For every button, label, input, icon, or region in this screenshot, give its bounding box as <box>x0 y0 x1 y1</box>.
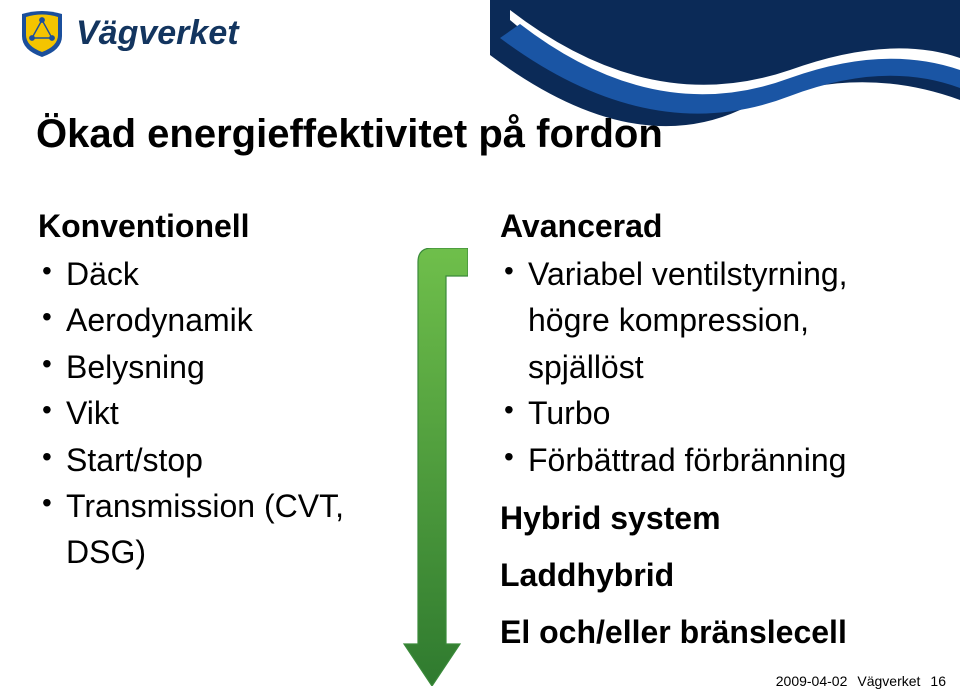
left-list: Däck Aerodynamik Belysning Vikt Start/st… <box>38 251 378 576</box>
list-item: Belysning <box>38 344 378 390</box>
shield-icon <box>18 8 66 58</box>
footer-page: 16 <box>930 673 946 689</box>
list-item: Variabel ventilstyrning, högre kompressi… <box>500 251 920 390</box>
sub-heading: El och/eller bränslecell <box>500 611 920 654</box>
org-name: Vägverket <box>76 14 239 53</box>
right-list: Variabel ventilstyrning, högre kompressi… <box>500 251 920 483</box>
right-heading: Avancerad <box>500 208 920 245</box>
slide-title: Ökad energieffektivitet på fordon <box>36 112 663 157</box>
footer-org: Vägverket <box>857 673 920 689</box>
slide: Vägverket Ökad energieffektivitet på for… <box>0 0 960 697</box>
footer-date: 2009-04-02 <box>776 673 848 689</box>
list-item: Aerodynamik <box>38 297 378 343</box>
list-item: Förbättrad förbränning <box>500 437 920 483</box>
sub-heading: Hybrid system <box>500 497 920 540</box>
list-item: Start/stop <box>38 437 378 483</box>
transition-arrow <box>398 248 468 686</box>
list-item: Turbo <box>500 390 920 436</box>
left-heading: Konventionell <box>38 208 378 245</box>
left-column: Konventionell Däck Aerodynamik Belysning… <box>38 208 378 576</box>
sub-heading: Laddhybrid <box>500 554 920 597</box>
logo: Vägverket <box>18 8 239 58</box>
list-item: Däck <box>38 251 378 297</box>
footer: 2009-04-02 Vägverket 16 <box>776 673 946 689</box>
right-column: Avancerad Variabel ventilstyrning, högre… <box>500 208 920 655</box>
list-item: Vikt <box>38 390 378 436</box>
header: Vägverket <box>0 0 960 92</box>
list-item: Transmission (CVT, DSG) <box>38 483 378 576</box>
